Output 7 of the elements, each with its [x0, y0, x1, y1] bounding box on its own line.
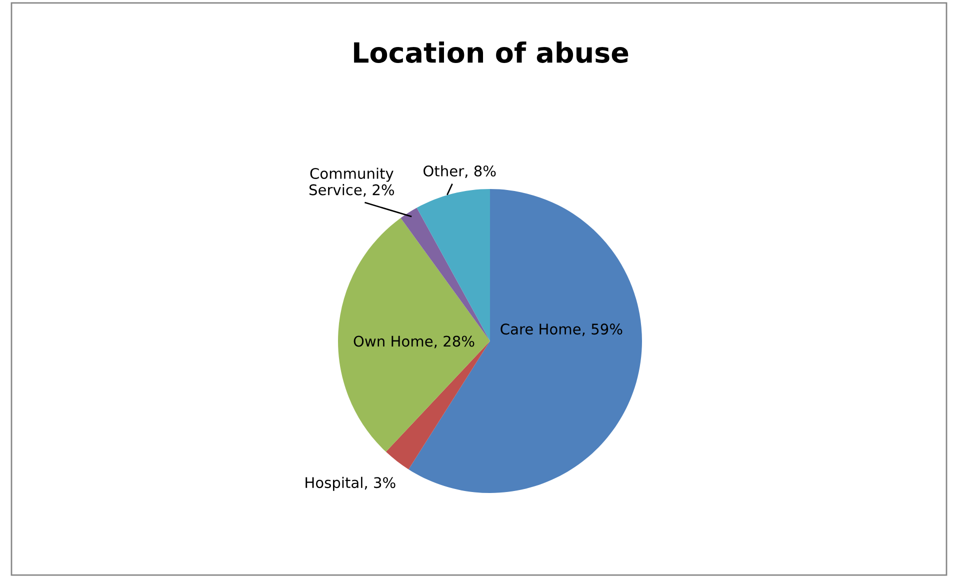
slice-label: Hospital, 3% [306, 476, 396, 491]
chart-title: Location of abuse [354, 41, 628, 63]
slice-label: Community Service, 2% [309, 168, 394, 197]
slice-label: Own Home, 28% [354, 336, 474, 348]
slice-label: Care Home, 59% [500, 324, 622, 336]
slice-label: Other, 8% [424, 165, 496, 178]
pie-slice [338, 218, 490, 452]
